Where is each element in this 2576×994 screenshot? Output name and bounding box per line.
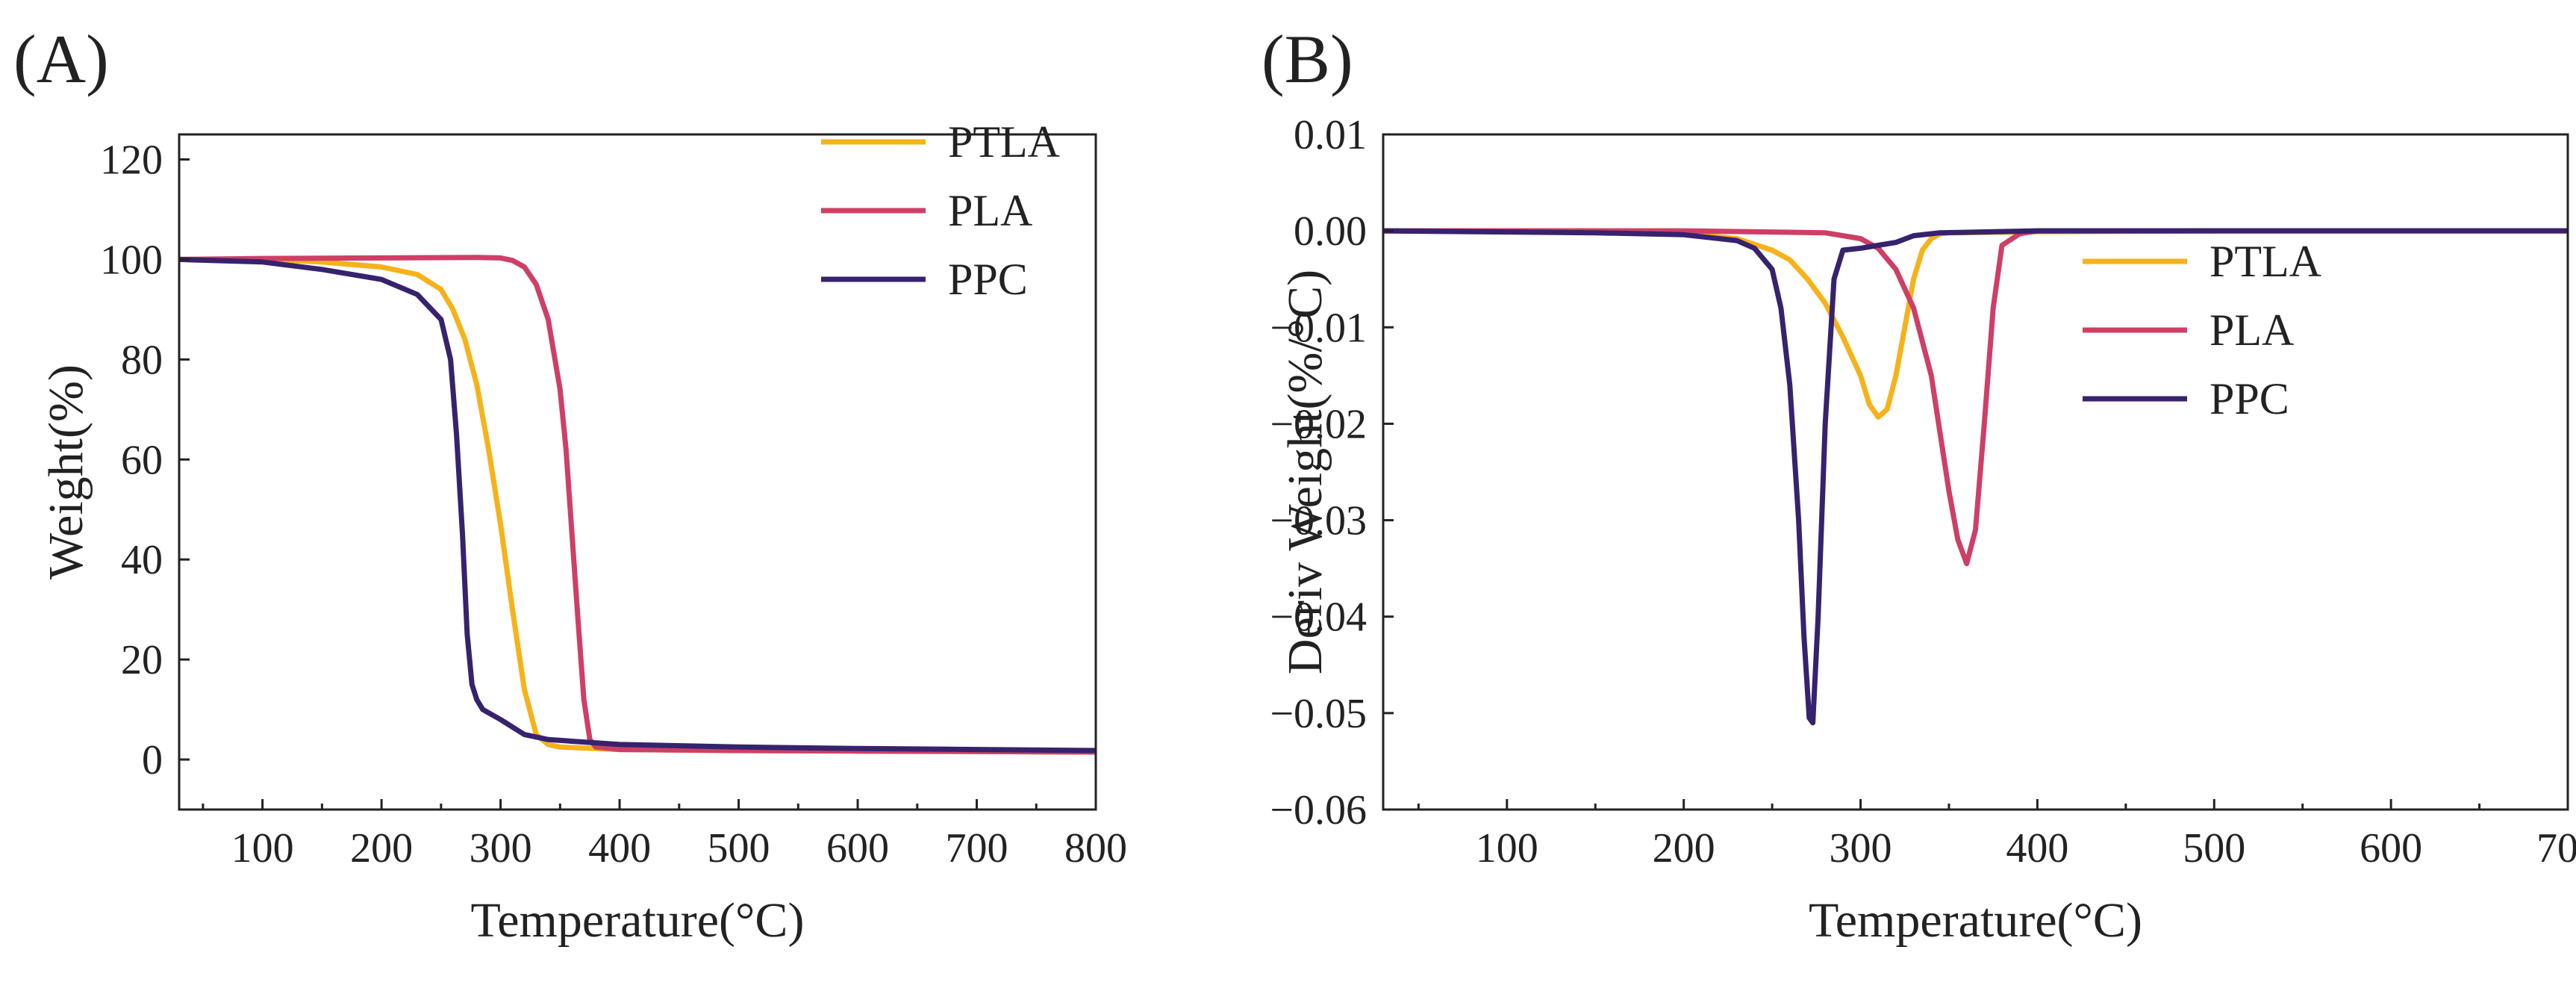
legend-label-pla: PLA	[948, 186, 1032, 235]
legend: PTLA PLA PPC	[2083, 237, 2321, 423]
y-tick-label: 120	[100, 137, 163, 183]
legend-label-pla: PLA	[2209, 305, 2294, 355]
y-tick-label: −0.03	[1270, 498, 1367, 544]
x-tick-label: 200	[1653, 825, 1715, 872]
x-tick-label: 700	[946, 825, 1008, 872]
y-tick-label: 0.00	[1294, 208, 1367, 255]
y-tick-label: 20	[121, 637, 163, 683]
y-tick-label: 0	[142, 737, 163, 783]
y-tick-label: 40	[121, 537, 163, 583]
panel-b: 100 200 300 400 500 600 700 −0.06 −0.05 −0.04 −0.0…	[1262, 21, 2576, 948]
panel-label: (B)	[1262, 21, 1353, 97]
panel-a: 100 200 300 400 500 600 700 800 0 20 40 60 80 100 120 T…	[13, 21, 1127, 948]
x-axis-title: Temperature(°C)	[1809, 893, 2142, 948]
x-tick-label: 800	[1064, 825, 1127, 872]
y-axis-title: Deriv Weight(%/°C)	[1278, 270, 1332, 674]
x-tick-label: 200	[350, 825, 413, 872]
y-tick-label: 0.01	[1294, 112, 1367, 158]
legend-label-ptla: PTLA	[2209, 237, 2321, 286]
y-tick-label: 80	[121, 337, 163, 383]
x-tick-label: 600	[2360, 825, 2422, 872]
x-axis-title: Temperature(°C)	[471, 893, 805, 948]
y-tick-label: 100	[100, 237, 163, 283]
y-tick-label: −0.05	[1270, 691, 1367, 737]
x-tick-label: 400	[588, 825, 651, 872]
x-tick-label: 100	[1476, 825, 1538, 872]
y-tick-label: −0.04	[1270, 594, 1367, 641]
legend: PTLA PLA PPC	[821, 117, 1060, 304]
panel-label: (A)	[13, 21, 109, 97]
series-line-pla	[179, 255, 1096, 755]
legend-label-ppc: PPC	[2209, 374, 2289, 423]
legend-label-ppc: PPC	[948, 255, 1028, 304]
series-line-ptla	[179, 256, 1096, 755]
plot-frame	[178, 133, 1097, 811]
legend-label-ptla: PTLA	[948, 117, 1060, 167]
y-axis-title: Weight(%)	[39, 364, 93, 580]
x-tick-label: 700	[2536, 825, 2576, 872]
y-tick-label: −0.06	[1270, 787, 1367, 833]
x-tick-label: 500	[708, 825, 770, 872]
x-tick-label: 100	[231, 825, 294, 872]
series-line-pla	[1383, 228, 2568, 567]
x-tick-label: 600	[826, 825, 889, 872]
y-tick-label: −0.01	[1270, 305, 1367, 351]
x-tick-label: 500	[2183, 825, 2245, 872]
y-tick-label: 60	[121, 437, 163, 483]
x-tick-label: 300	[1830, 825, 1892, 872]
plot-frame	[1382, 133, 2569, 811]
x-tick-label: 300	[470, 825, 532, 872]
series-line-ppc	[179, 256, 1096, 754]
y-tick-label: −0.02	[1270, 401, 1367, 447]
series-line-ppc	[1383, 228, 2568, 726]
x-tick-label: 400	[2006, 825, 2068, 872]
series-line-ptla	[1383, 228, 2568, 420]
